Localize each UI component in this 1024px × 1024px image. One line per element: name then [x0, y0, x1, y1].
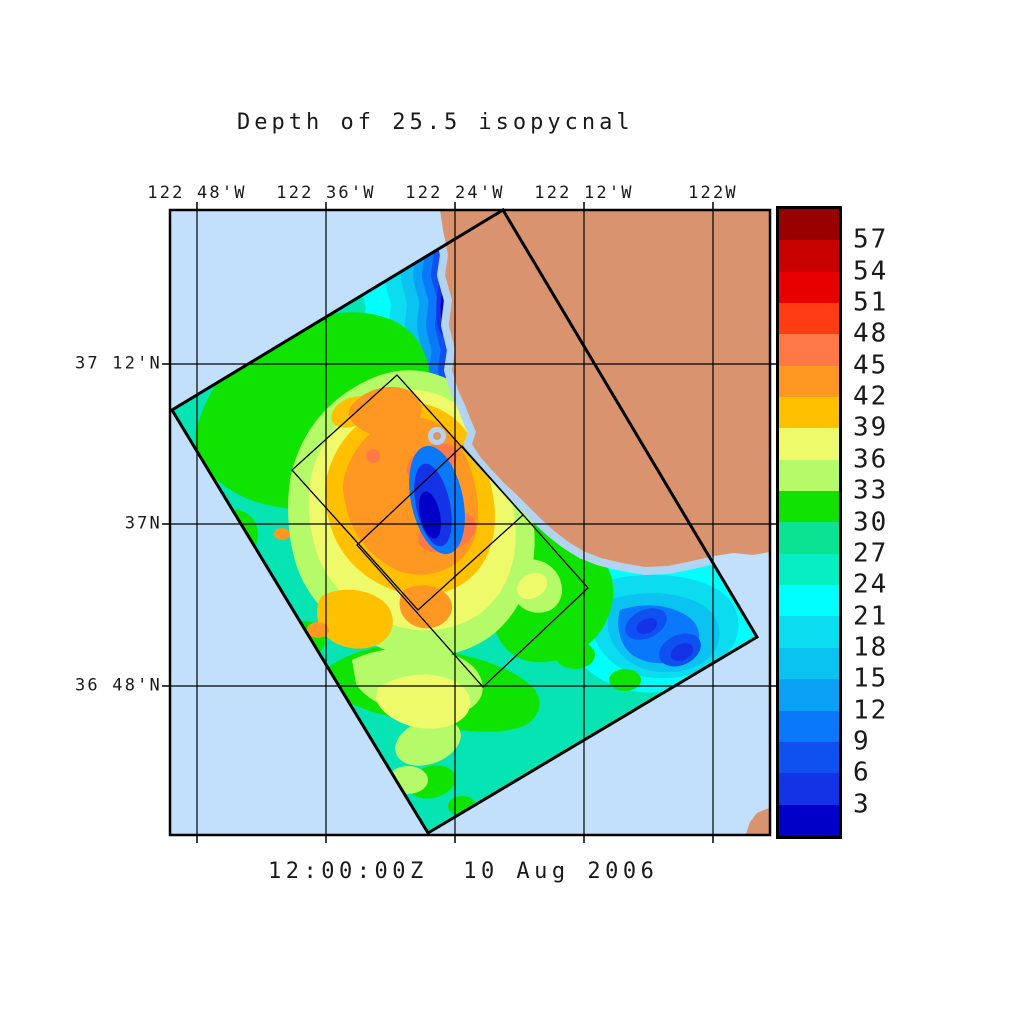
- plot-title: Depth of 25.5 isopycnal: [237, 110, 634, 135]
- timestamp-label: 12:00:00Z 10 Aug 2006: [268, 859, 659, 884]
- y-tick-label: 37 12'N: [74, 353, 162, 374]
- colorbar-band: [779, 522, 839, 554]
- colorbar-level-label: 24: [853, 569, 889, 600]
- colorbar-band: [779, 647, 839, 680]
- colorbar-band: [779, 459, 839, 492]
- colorbar-level-label: 12: [853, 694, 889, 725]
- x-tick-label: 122 36'W: [276, 183, 376, 203]
- nested-domain-2: [356, 445, 589, 688]
- colorbar-band: [779, 773, 839, 805]
- colorbar-band: [779, 209, 839, 241]
- colorbar-level-label: 15: [853, 663, 889, 694]
- small-land-patch: [745, 808, 770, 835]
- colorbar-level-label: 48: [853, 318, 889, 349]
- graticule: [162, 202, 778, 843]
- islet: [433, 432, 441, 440]
- colorbar-band: [779, 491, 839, 523]
- map-frame: [168, 208, 772, 837]
- colorbar-band: [779, 271, 839, 304]
- colorbar-level-label: 21: [853, 600, 889, 631]
- california-coast-land: [440, 210, 770, 567]
- colorbar-band: [779, 397, 839, 429]
- colorbar-level-label: 39: [853, 412, 889, 443]
- colorbar-band: [779, 710, 839, 742]
- colorbar-band: [779, 741, 839, 774]
- x-tick-label: 122 48'W: [147, 183, 247, 203]
- y-tick-label: 36 48'N: [74, 675, 162, 696]
- colorbar-band: [779, 365, 839, 398]
- colorbar-band: [779, 616, 839, 648]
- colorbar-level-label: 30: [853, 506, 889, 537]
- se-deep-cores: [625, 608, 701, 667]
- x-tick-label: 122 24'W: [405, 183, 505, 203]
- colorbar-level-label: 57: [853, 224, 889, 255]
- colorbar-band: [779, 679, 839, 711]
- colorbar-band: [779, 240, 839, 272]
- x-tick-label: 122 12'W: [534, 183, 634, 203]
- colorbar-band: [779, 553, 839, 586]
- colorbar-band: [779, 585, 839, 617]
- x-tick-label: 122W: [688, 183, 738, 203]
- colorbar-level-label: 27: [853, 538, 889, 569]
- colorbar: [776, 206, 842, 839]
- colorbar-level-label: 18: [853, 632, 889, 663]
- colorbar-level-label: 51: [853, 287, 889, 318]
- model-domain-boundary: [169, 207, 760, 836]
- colorbar-band: [779, 428, 839, 460]
- colorbar-level-label: 36: [853, 444, 889, 475]
- colorbar-level-label: 42: [853, 381, 889, 412]
- colorbar-band: [779, 334, 839, 366]
- colorbar-level-label: 33: [853, 475, 889, 506]
- colorbar-band: [779, 303, 839, 335]
- y-tick-label: 37N: [124, 513, 162, 534]
- nested-domains: [291, 374, 589, 688]
- colorbar-level-label: 6: [853, 757, 871, 788]
- colorbar-level-label: 45: [853, 350, 889, 381]
- colorbar-band: [779, 804, 839, 836]
- colorbar-level-label: 54: [853, 256, 889, 287]
- land-mass: [433, 210, 770, 835]
- colorbar-level-label: 9: [853, 726, 871, 757]
- colorbar-level-label: 3: [853, 789, 871, 820]
